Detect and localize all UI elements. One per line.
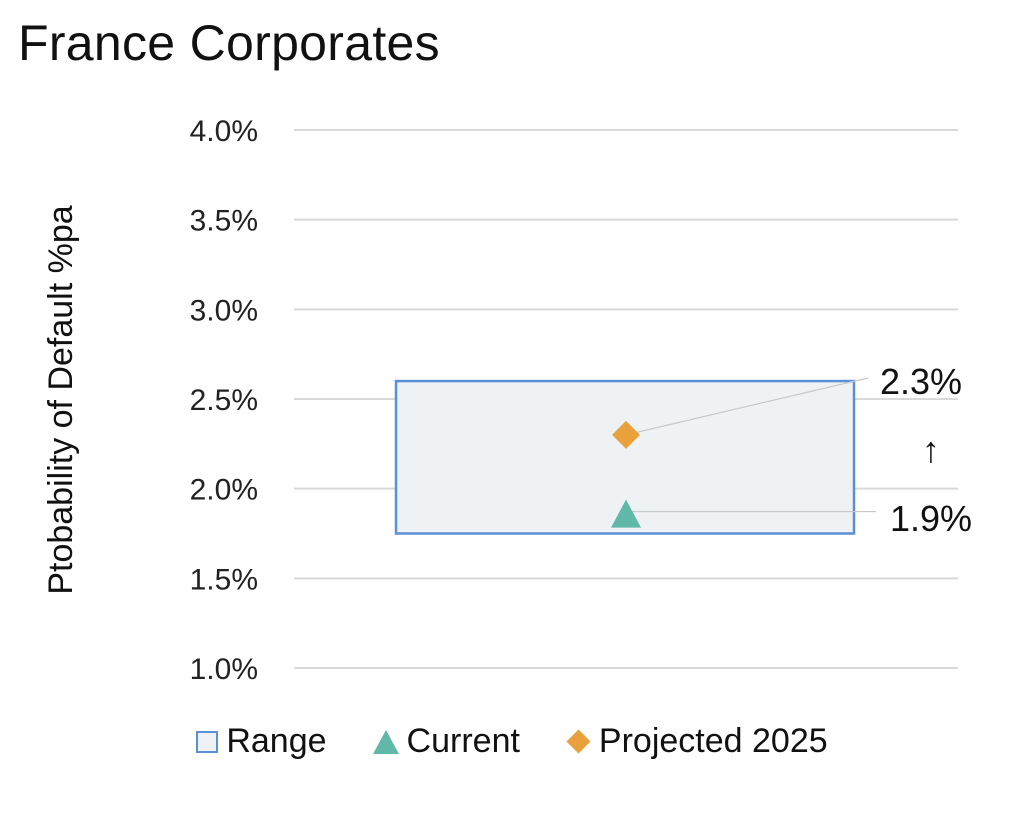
y-tick-label: 4.0% (190, 115, 258, 148)
projected-value-label: 2.3% (880, 361, 962, 402)
triangle-icon (372, 729, 399, 754)
legend-item-range: Range (196, 722, 327, 761)
diamond-icon (566, 729, 591, 754)
legend-label-current: Current (406, 722, 520, 760)
up-arrow-icon: ↑ (922, 429, 940, 470)
chart-title: France Corporates (18, 15, 440, 71)
current-marker (611, 499, 641, 528)
y-tick-label: 1.0% (190, 653, 258, 686)
legend-label-range: Range (226, 722, 327, 760)
legend-label-projected: Projected 2025 (598, 722, 828, 760)
current-value-label: 1.9% (890, 498, 972, 539)
y-tick-label: 3.0% (190, 294, 258, 327)
legend-item-current: Current (372, 722, 520, 761)
legend: Range Current Projected 2025 (0, 722, 1024, 761)
y-tick-label: 3.5% (190, 205, 258, 238)
projected-leader-line (625, 377, 869, 436)
legend-item-projected: Projected 2025 (566, 722, 828, 761)
y-tick-labels: 4.0% 3.5% 3.0% 2.5% 2.0% 1.5% 1.0% (190, 115, 258, 686)
y-tick-label: 1.5% (190, 563, 258, 596)
y-axis-label: Ptobability of Default %pa (42, 205, 80, 594)
y-tick-label: 2.0% (190, 474, 258, 507)
chart-plot: 4.0% 3.5% 3.0% 2.5% 2.0% 1.5% 1.0% Ptobability… (42, 115, 972, 686)
projected-marker (612, 420, 640, 449)
y-tick-label: 2.5% (190, 384, 258, 417)
range-swatch-icon (196, 730, 219, 753)
